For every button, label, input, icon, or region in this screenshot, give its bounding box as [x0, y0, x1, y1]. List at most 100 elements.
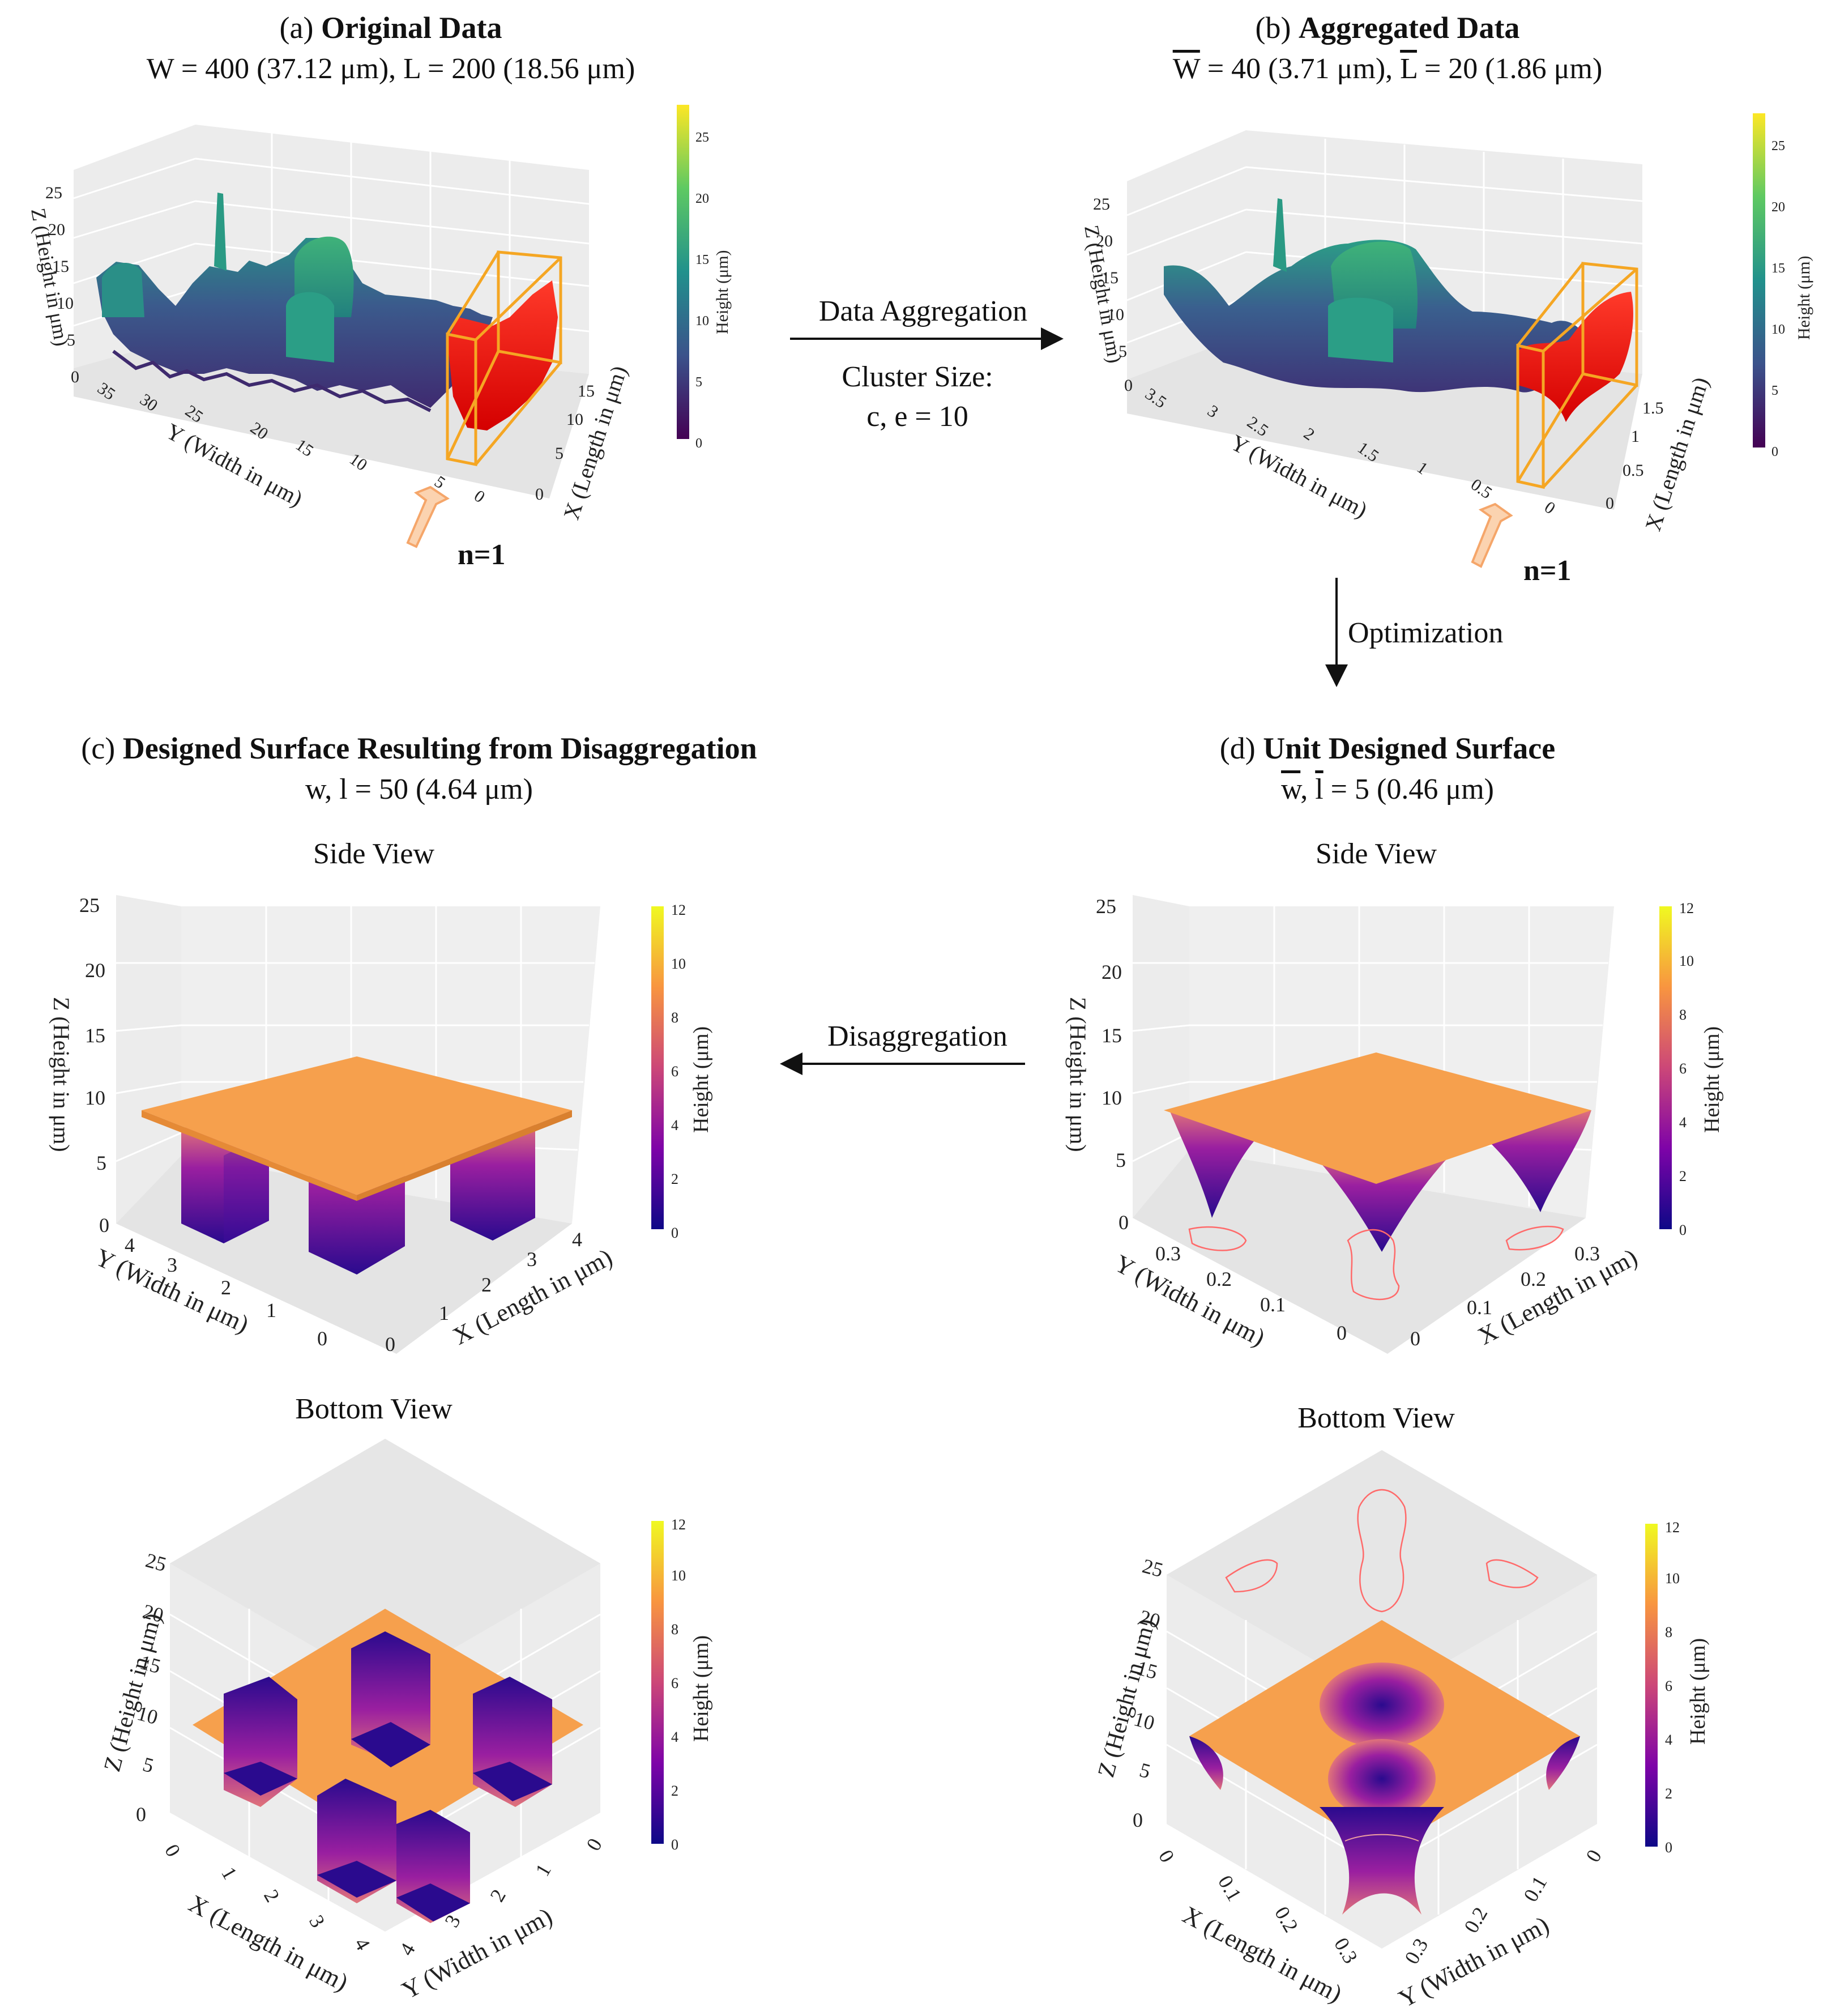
panel-c-bottom-y-tick: 4	[395, 1939, 420, 1959]
panel-c-side-y-tick: 4	[125, 1234, 135, 1256]
panel-c-bottom-z-axis-label: Z (Height in μm)	[99, 1610, 167, 1774]
panel-c-cb-tick: 12	[671, 902, 686, 918]
panel-c-colorbar-bottom	[651, 1521, 664, 1844]
panel-a-cb-tick: 0	[695, 436, 702, 451]
panel-a-z-tick: 25	[45, 184, 62, 202]
panel-a-colorbar-title: Height (μm)	[713, 250, 732, 334]
panel-d-cb2-tick: 6	[1665, 1678, 1672, 1694]
panel-b-z-tick: 15	[1102, 268, 1118, 287]
panel-a-z-tick: 5	[67, 331, 75, 350]
panel-c-cb2-tick: 0	[671, 1836, 678, 1853]
aggregation-label: Data Aggregation	[818, 295, 1028, 327]
cluster-size-label: Cluster Size:	[842, 361, 993, 393]
panel-d-cb-tick: 12	[1679, 900, 1694, 917]
panel-d-side-x-tick: 0.2	[1521, 1268, 1546, 1290]
panel-c-dims: w, l = 50 (4.64 μm)	[305, 773, 533, 805]
panel-c-bottom-x-tick: 0	[160, 1840, 185, 1861]
panel-c-cb-tick: 4	[671, 1117, 678, 1133]
panel-c-colorbar-title: Height (μm)	[689, 1026, 713, 1133]
panel-b-z-tick: 5	[1118, 342, 1127, 361]
panel-d-side-plot	[1132, 895, 1672, 1354]
panel-a-cb-tick: 25	[695, 130, 709, 145]
panel-c-side-x-tick: 0	[385, 1333, 395, 1356]
panel-d-bottom-z-tick: 0	[1133, 1809, 1143, 1831]
panel-d-dims: w, l = 5 (0.46 μm)	[1281, 773, 1494, 805]
panel-b-x-tick: 0	[1606, 494, 1614, 513]
panel-d-bottom-x-tick: 0.2	[1270, 1903, 1303, 1936]
panel-d-colorbar-side	[1659, 906, 1672, 1229]
panel-d-bottom-x-axis-label: X (Length in μm)	[1178, 1901, 1346, 2008]
panel-c-title: (c) Designed Surface Resulting from Disa…	[81, 731, 757, 765]
panel-c-side-x-tick: 2	[481, 1273, 492, 1296]
panel-c-bottom-view-label: Bottom View	[295, 1393, 452, 1425]
panel-d-cb-tick: 10	[1679, 953, 1694, 969]
panel-b-y-tick: 0	[1541, 498, 1559, 518]
panel-d-cb2-tick: 4	[1665, 1732, 1672, 1748]
disaggregation-label: Disaggregation	[827, 1020, 1007, 1052]
panel-d-side-z-tick: 5	[1116, 1149, 1126, 1171]
panel-a-z-tick: 0	[71, 368, 79, 386]
panel-c-side-plot	[116, 895, 664, 1354]
panel-c-side-y-tick: 0	[317, 1327, 327, 1350]
panel-c-bottom-x-axis-label: X (Length in μm)	[184, 1890, 352, 1997]
panel-d-side-z-tick: 0	[1118, 1211, 1129, 1234]
panel-d-bottom-x-tick: 0	[1154, 1846, 1179, 1866]
panel-a-dims: W = 400 (37.12 μm), L = 200 (18.56 μm)	[146, 53, 635, 85]
cluster-size-value: c, e = 10	[866, 400, 968, 433]
panel-d-title: (d) Unit Designed Surface	[1219, 731, 1556, 765]
panel-d-cb2-tick: 2	[1665, 1785, 1672, 1802]
panel-c-cb-tick: 6	[671, 1063, 678, 1080]
panel-c-bottom-y-tick: 3	[440, 1911, 465, 1931]
panel-b-n-label: n=1	[1523, 555, 1572, 587]
panel-b-colorbar	[1753, 113, 1765, 447]
panel-d-side-y-tick: 0	[1337, 1322, 1347, 1344]
panel-c-bottom-x-tick: 4	[350, 1934, 375, 1954]
panel-a-colorbar	[677, 105, 689, 439]
panel-d-bottom-view-label: Bottom View	[1297, 1402, 1455, 1434]
panel-d-cb2-tick: 8	[1665, 1624, 1672, 1640]
panel-a-x-tick: 15	[578, 382, 595, 400]
panel-b-x-tick: 0.5	[1623, 461, 1644, 480]
panel-d-bottom-x-tick: 0.1	[1214, 1872, 1246, 1905]
panel-c-side-z-tick: 15	[85, 1024, 105, 1047]
panel-c-cb-tick: 0	[671, 1225, 678, 1241]
panel-d-bottom-z-tick: 5	[1137, 1758, 1153, 1783]
panel-d-cb-tick: 6	[1679, 1060, 1687, 1077]
panel-d-side-z-tick: 10	[1102, 1086, 1122, 1109]
panel-a-x-tick: 0	[535, 485, 544, 504]
panel-d-side-z-tick: 15	[1102, 1024, 1122, 1047]
panel-d-cb-tick: 0	[1679, 1222, 1687, 1238]
panel-d-colorbar-title: Height (μm)	[1700, 1026, 1724, 1133]
panel-d-side-view-label: Side View	[1315, 838, 1437, 870]
panel-c-cb-tick: 10	[671, 956, 686, 972]
panel-d-cb-tick: 8	[1679, 1007, 1687, 1023]
panel-b-z-tick: 0	[1124, 376, 1133, 395]
panel-b-cb-tick: 10	[1771, 322, 1785, 337]
panel-c-cb2-tick: 2	[671, 1783, 678, 1799]
panel-c-side-y-tick: 3	[167, 1254, 177, 1276]
panel-b-cb-tick: 25	[1771, 139, 1785, 154]
panel-c-side-y-tick: 1	[266, 1299, 276, 1322]
panel-d-cb2-tick: 0	[1665, 1839, 1672, 1856]
panel-c-bottom-y-tick: 0	[582, 1834, 607, 1855]
panel-d-cb-tick: 2	[1679, 1168, 1687, 1184]
panel-c-bottom-x-tick: 2	[259, 1886, 284, 1906]
panel-d-bottom-y-tick: 0.1	[1519, 1872, 1551, 1906]
panel-c-bottom-y-tick: 2	[485, 1885, 510, 1906]
panel-c-side-z-tick: 5	[96, 1152, 106, 1174]
panel-c-cb-tick: 2	[671, 1171, 678, 1187]
panel-d-side-z-tick: 25	[1096, 895, 1116, 918]
panel-c-cb2-tick: 10	[671, 1567, 686, 1584]
panel-a-cb-tick: 10	[695, 314, 709, 329]
panel-c-colorbar-side	[651, 906, 664, 1229]
panel-c-side-view-label: Side View	[313, 838, 435, 870]
panel-b-cb-tick: 15	[1771, 261, 1785, 276]
panel-b-cb-tick: 20	[1771, 200, 1785, 215]
panel-a-y-tick: 0	[471, 487, 488, 507]
panel-b-title: (b) Aggregated Data	[1255, 11, 1520, 45]
panel-c-bottom-plot	[169, 1439, 664, 1932]
panel-a-cb-tick: 15	[695, 253, 709, 267]
panel-d-side-x-tick: 0	[1410, 1327, 1420, 1350]
